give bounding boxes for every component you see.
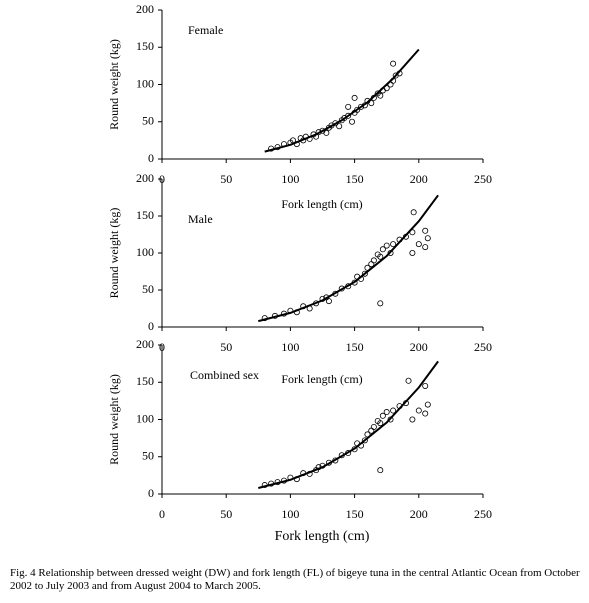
data-point [354,106,361,113]
x-tick-label: 100 [281,507,299,521]
data-point [325,298,332,305]
fit-curve [258,360,439,489]
x-axis-label: Fork length (cm) [281,197,362,211]
data-point [370,423,377,430]
y-tick-label: 0 [148,151,154,165]
y-axis-label: Round weight (kg) [107,208,121,299]
data-point [422,244,429,251]
data-point [383,409,390,416]
data-point [390,241,397,248]
fit-curve [258,194,439,323]
data-point [424,401,431,408]
y-tick-label: 0 [148,486,154,500]
x-tick-label: 50 [220,172,232,186]
fit-curve [264,48,420,153]
y-axis-label: Round weight (kg) [107,39,121,130]
figure: 0 50 100 150 200 0 50 100 150 200 250 Round weight … [107,2,492,544]
x-tick-label: 200 [410,172,428,186]
data-point [379,246,386,253]
panel-label: Combined sex [190,368,259,382]
data-point [349,118,356,125]
data-point [336,123,343,130]
data-point [422,410,429,417]
data-point [351,94,358,101]
y-axis-label: Round weight (kg) [107,374,121,465]
y-tick-label: 200 [136,2,154,16]
data-point [368,100,375,107]
data-point [361,270,368,277]
y-tick-label: 100 [136,245,154,259]
data-point [377,92,384,99]
data-point [424,235,431,242]
x-tick-label: 50 [220,340,232,354]
panel-label: Male [188,212,213,226]
data-point [422,382,429,389]
y-tick-label: 50 [142,282,154,296]
y-tick-label: 200 [136,171,154,185]
data-point [405,377,412,384]
y-tick-label: 150 [136,39,154,53]
data-point [370,257,377,264]
y-tick-label: 200 [136,337,154,351]
x-tick-label: 150 [346,340,364,354]
y-tick-label: 50 [142,114,154,128]
panel-label: Female [188,23,223,37]
data-point [409,249,416,256]
y-tick-label: 150 [136,374,154,388]
data-point [377,467,384,474]
data-point [377,300,384,307]
x-tick-label: 100 [281,172,299,186]
x-tick-label: 0 [159,507,165,521]
x-tick-label: 150 [346,507,364,521]
y-tick-label: 100 [136,411,154,425]
data-point [345,103,352,110]
data-point [379,412,386,419]
y-tick-label: 150 [136,208,154,222]
x-tick-label: 50 [220,507,232,521]
data-point [358,103,365,110]
caption: Fig. 4 Relationship between dressed weig… [10,567,580,592]
data-point [415,407,422,414]
x-tick-label: 200 [410,507,428,521]
y-tick-label: 50 [142,449,154,463]
data-point [377,420,384,427]
x-axis-label: Fork length (cm) [281,372,362,386]
x-tick-label: 100 [281,340,299,354]
data-point [361,437,368,444]
y-tick-label: 100 [136,76,154,90]
x-tick-label: 200 [410,340,428,354]
x-axis-label: Fork length (cm) [275,529,370,544]
x-tick-label: 150 [346,172,364,186]
data-point [390,407,397,414]
data-point [390,60,397,67]
y-tick-label: 0 [148,319,154,333]
x-tick-label: 250 [474,172,492,186]
data-point [345,112,352,119]
data-point [422,227,429,234]
x-tick-label: 250 [474,340,492,354]
data-point [323,129,330,136]
data-point [377,253,384,260]
data-point [383,242,390,249]
data-point [410,209,417,216]
data-point [415,241,422,248]
x-tick-label: 250 [474,507,492,521]
data-point [409,416,416,423]
